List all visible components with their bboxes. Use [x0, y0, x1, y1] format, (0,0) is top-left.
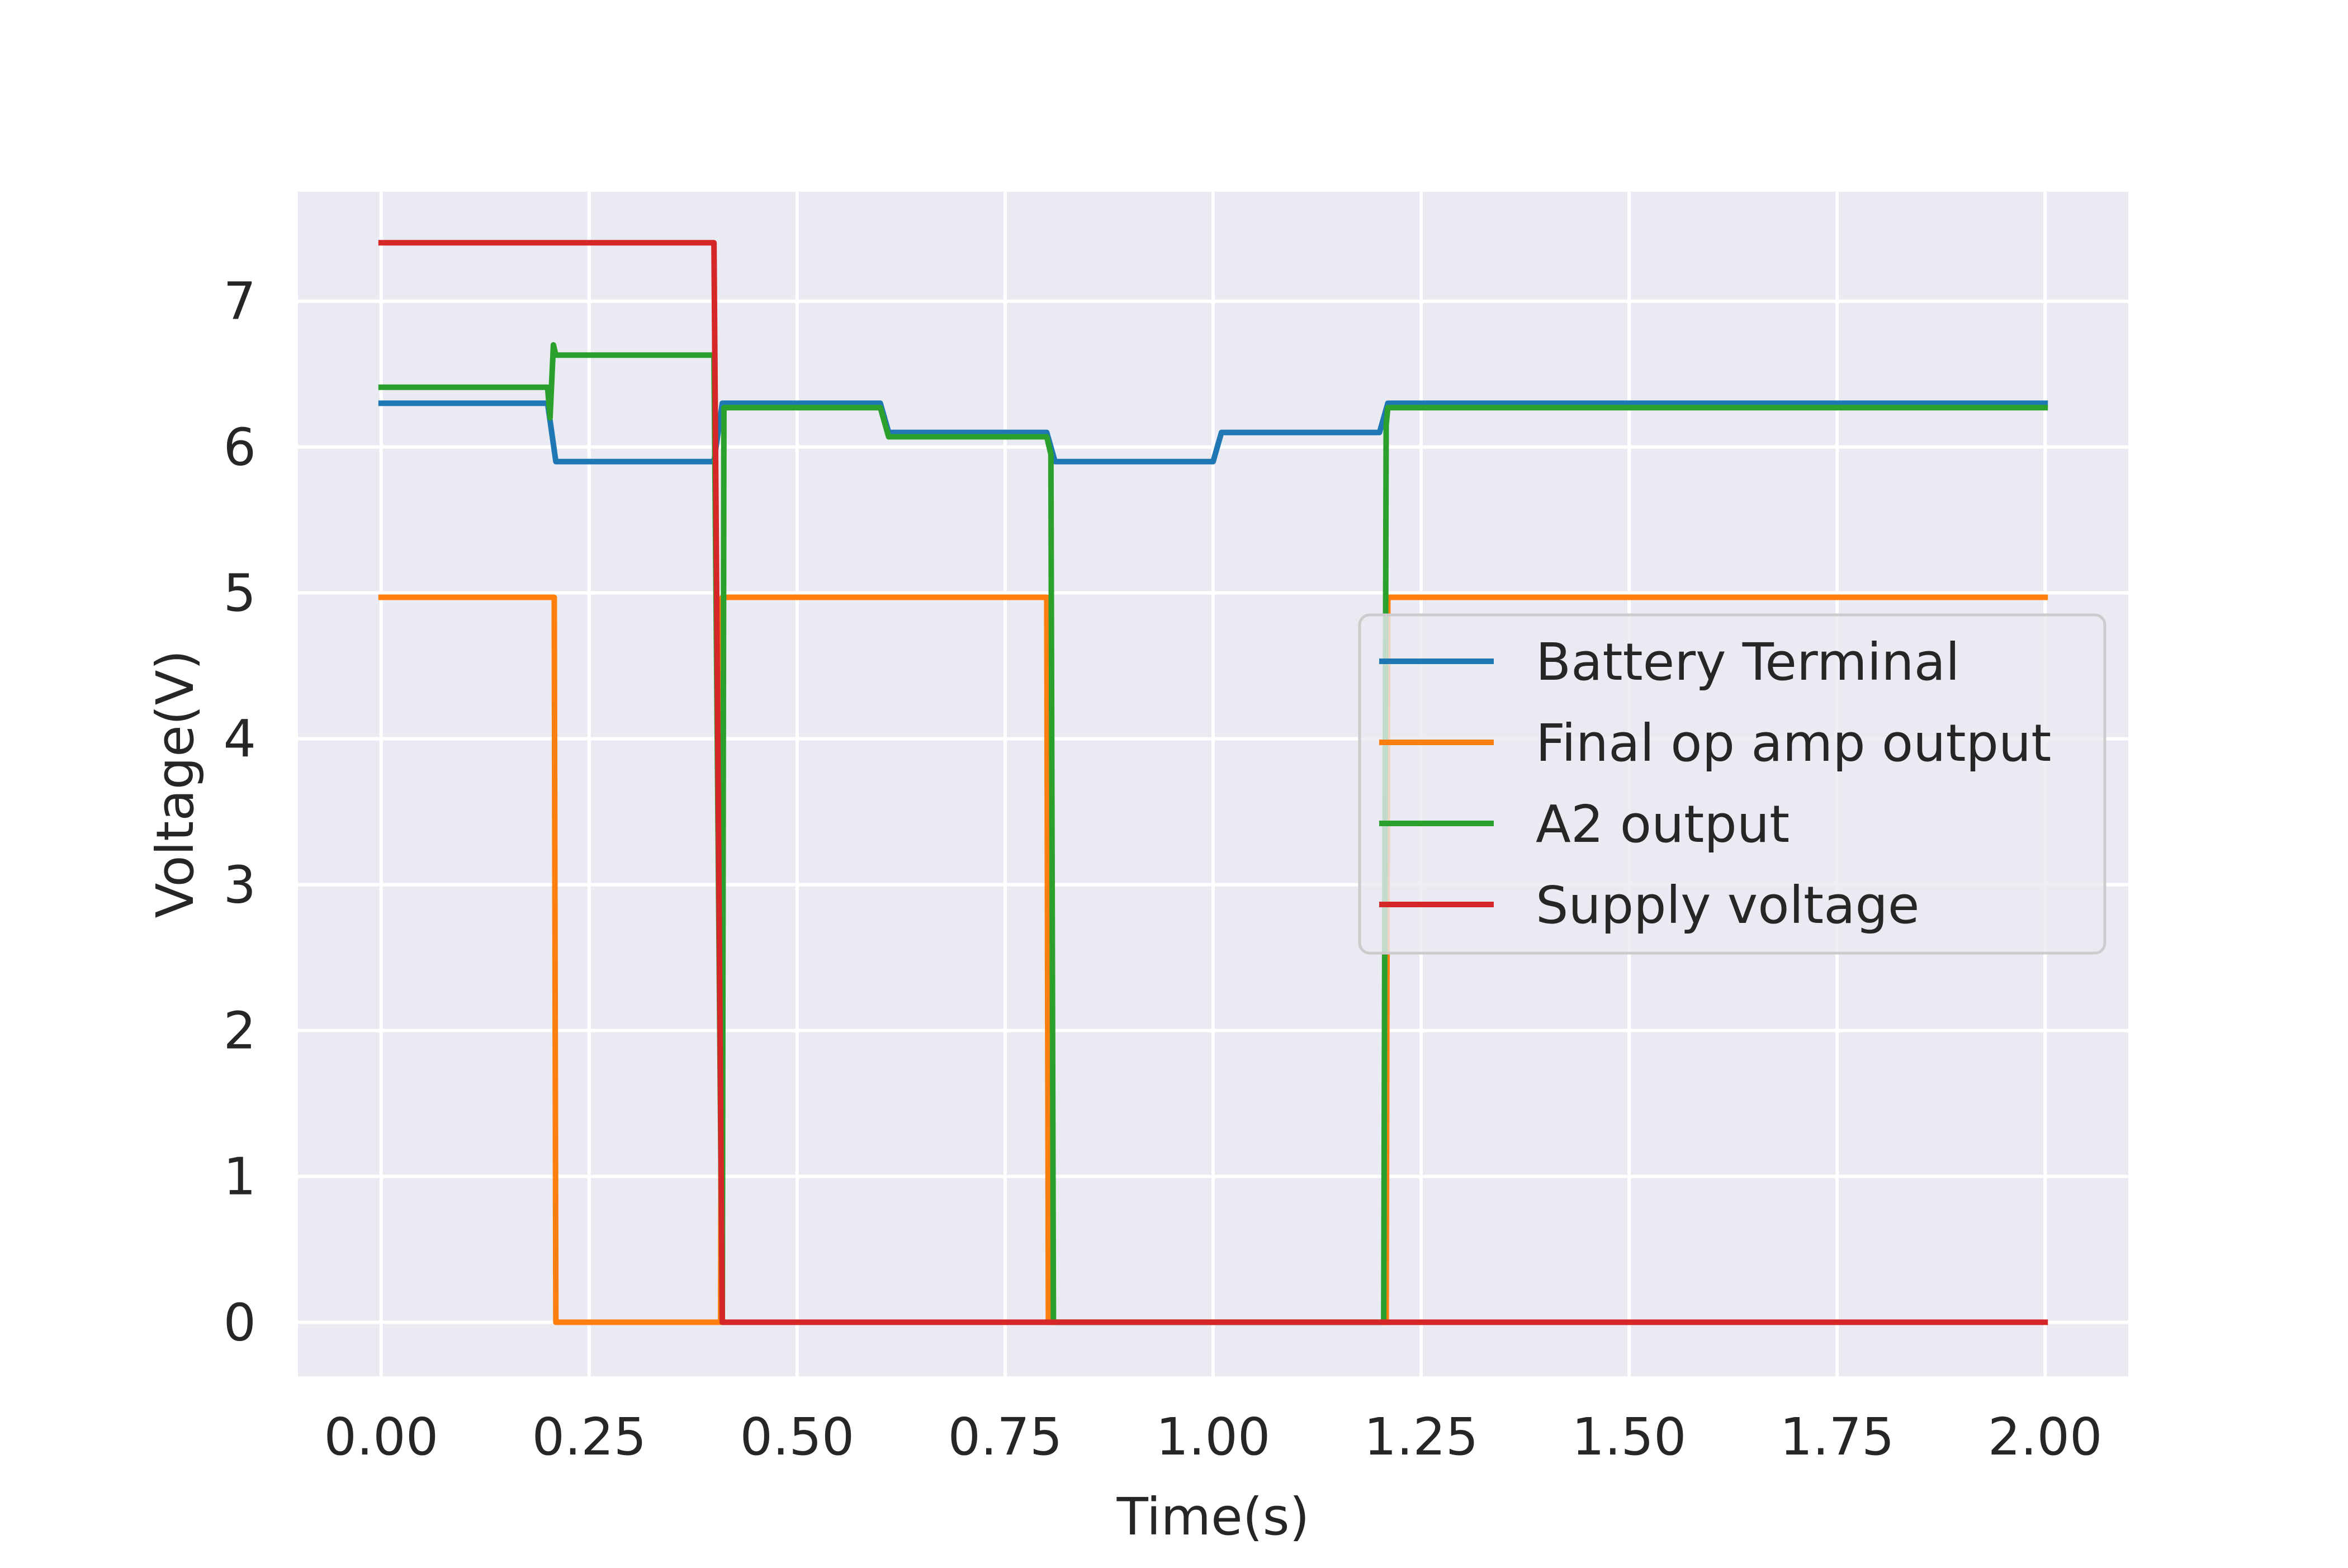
x-tick-label: 1.75	[1780, 1407, 1895, 1467]
legend-label: Battery Terminal	[1536, 632, 1960, 692]
x-tick-label: 0.25	[532, 1407, 646, 1467]
y-tick-label: 2	[223, 1001, 256, 1061]
y-tick-label: 0	[223, 1292, 256, 1352]
x-tick-label: 0.00	[324, 1407, 438, 1467]
y-tick-label: 3	[223, 855, 256, 915]
x-axis-ticks: 0.00 0.25 0.50 0.75 1.00 1.25 1.50 1.75 2.00	[324, 1407, 2102, 1467]
x-tick-label: 0.75	[948, 1407, 1063, 1467]
y-tick-label: 1	[223, 1147, 256, 1206]
series-lines	[378, 240, 2048, 1325]
series-line-3	[378, 342, 2048, 1325]
legend-label: A2 output	[1536, 794, 1790, 854]
y-tick-label: 4	[223, 709, 256, 769]
legend-label: Final op amp output	[1536, 713, 2051, 773]
legend: Battery Terminal Final op amp output A2 ou…	[1358, 613, 2106, 955]
legend-box	[1358, 613, 2106, 955]
series-line-1	[378, 400, 2048, 465]
x-tick-label: 1.25	[1364, 1407, 1479, 1467]
x-tick-label: 2.00	[1988, 1407, 2103, 1467]
y-axis-ticks: 0 1 2 3 4 5 6 7	[223, 272, 256, 1353]
legend-label: Supply voltage	[1536, 875, 1920, 935]
series-line-4	[378, 240, 2048, 1325]
y-tick-label: 7	[223, 272, 256, 331]
x-axis-label: Time(s)	[1116, 1487, 1310, 1547]
y-tick-label: 6	[223, 418, 256, 477]
y-tick-label: 5	[223, 563, 256, 623]
x-tick-label: 1.50	[1572, 1407, 1687, 1467]
x-tick-label: 0.50	[740, 1407, 854, 1467]
y-axis-label: Voltage(V)	[145, 650, 205, 918]
x-tick-label: 1.00	[1156, 1407, 1271, 1467]
